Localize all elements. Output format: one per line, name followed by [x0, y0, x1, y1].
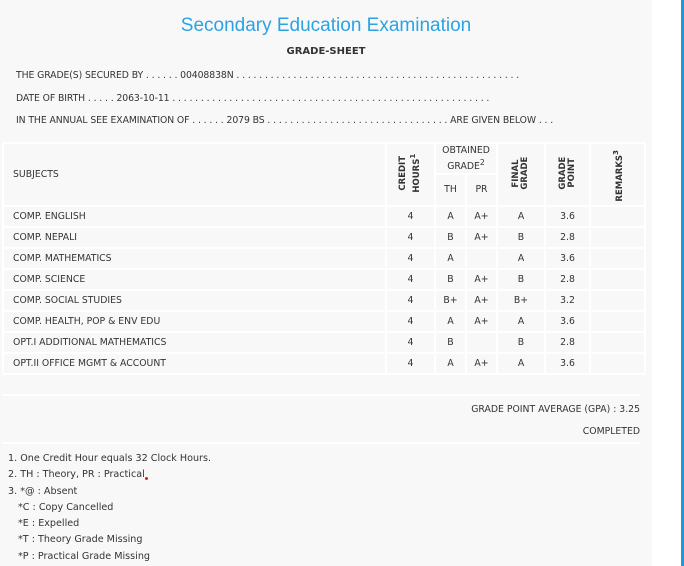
- grade-sheet-heading: GRADE-SHEET: [286, 46, 366, 57]
- cell-final: B: [496, 225, 546, 249]
- header-final-grade: FINAL GRADE: [496, 142, 546, 207]
- header-subjects: SUBJECTS: [2, 142, 387, 207]
- cell-th: A: [434, 246, 467, 270]
- cell-subject: COMP. MATHEMATICS: [2, 246, 387, 270]
- table-row: COMP. SOCIAL STUDIES 4 B+ A+ B+ 3.2: [2, 288, 646, 312]
- table-row: COMP. ENGLISH 4 A A+ A 3.6: [2, 204, 646, 228]
- cell-pr: A+: [465, 225, 498, 249]
- cell-th: B: [434, 330, 467, 354]
- exam-line: IN THE ANNUAL SEE EXAMINATION OF . . . .…: [16, 115, 554, 126]
- cell-credit: 4: [385, 204, 436, 228]
- cell-subject: OPT.I ADDITIONAL MATHEMATICS: [2, 330, 387, 354]
- divider: [2, 442, 640, 444]
- header-credit-hours: CREDIT HOURS1: [385, 142, 436, 207]
- header-th: TH: [434, 173, 467, 207]
- note: 3. *@ : Absent: [8, 485, 78, 497]
- table-row: COMP. HEALTH, POP & ENV EDU 4 A A+ A 3.6: [2, 309, 646, 333]
- cell-gp: 3.2: [544, 288, 591, 312]
- footnotes: 1. One Credit Hour equals 32 Clock Hours…: [8, 451, 211, 565]
- grades-table: SUBJECTS CREDIT HOURS1 OBTAINED GRADE2 F…: [2, 141, 646, 375]
- cell-gp: 2.8: [544, 225, 591, 249]
- cell-remarks: [589, 351, 646, 375]
- cell-final: A: [496, 246, 546, 270]
- cell-subject: COMP. NEPALI: [2, 225, 387, 249]
- note: *P : Practical Grade Missing: [18, 550, 150, 562]
- header-remarks: REMARKS3: [589, 142, 646, 207]
- page-title: Secondary Education Examination: [180, 15, 472, 36]
- cell-pr: [465, 330, 498, 354]
- gpa-value: GRADE POINT AVERAGE (GPA) : 3.25: [471, 404, 640, 415]
- cell-final: A: [496, 204, 546, 228]
- table-row: OPT.II OFFICE MGMT & ACCOUNT 4 A A+ A 3.6: [2, 351, 646, 375]
- cell-gp: 2.8: [544, 267, 591, 291]
- cell-credit: 4: [385, 225, 436, 249]
- table-row: COMP. SCIENCE 4 B A+ B 2.8: [2, 267, 646, 291]
- cell-final: B+: [496, 288, 546, 312]
- cell-gp: 2.8: [544, 330, 591, 354]
- cell-th: A: [434, 309, 467, 333]
- cell-pr: A+: [465, 351, 498, 375]
- note: *T : Theory Grade Missing: [18, 534, 143, 546]
- cell-final: B: [496, 330, 546, 354]
- cell-subject: OPT.II OFFICE MGMT & ACCOUNT: [2, 351, 387, 375]
- cell-credit: 4: [385, 288, 436, 312]
- cell-pr: A+: [465, 204, 498, 228]
- header-pr: PR: [465, 173, 498, 207]
- table-row: COMP. MATHEMATICS 4 A A 3.6: [2, 246, 646, 270]
- cell-gp: 3.6: [544, 246, 591, 270]
- cell-final: A: [496, 351, 546, 375]
- cell-final: A: [496, 309, 546, 333]
- cell-final: B: [496, 267, 546, 291]
- cell-gp: 3.6: [544, 204, 591, 228]
- cell-remarks: [589, 330, 646, 354]
- dob-line: DATE OF BIRTH . . . . . 2063-10-11 . . .…: [16, 93, 490, 104]
- cell-remarks: [589, 267, 646, 291]
- secured-by-line: THE GRADE(S) SECURED BY . . . . . . 0040…: [16, 70, 520, 81]
- cell-gp: 3.6: [544, 351, 591, 375]
- cell-th: A: [434, 351, 467, 375]
- cell-credit: 4: [385, 309, 436, 333]
- cell-remarks: [589, 204, 646, 228]
- cell-gp: 3.6: [544, 309, 591, 333]
- cell-subject: COMP. SOCIAL STUDIES: [2, 288, 387, 312]
- table-row: OPT.I ADDITIONAL MATHEMATICS 4 B B 2.8: [2, 330, 646, 354]
- cell-credit: 4: [385, 330, 436, 354]
- header-obtained-grade: OBTAINED GRADE2: [434, 141, 498, 176]
- cell-remarks: [589, 246, 646, 270]
- scrollbar-edge: [681, 0, 684, 566]
- cell-th: A: [434, 204, 467, 228]
- red-dot-marker: [144, 477, 148, 481]
- cell-pr: [465, 246, 498, 270]
- note: *E : Expelled: [18, 518, 80, 530]
- note: *C : Copy Cancelled: [18, 501, 114, 513]
- cell-th: B: [434, 267, 467, 291]
- cell-credit: 4: [385, 351, 436, 375]
- cell-subject: COMP. HEALTH, POP & ENV EDU: [2, 309, 387, 333]
- cell-pr: A+: [465, 288, 498, 312]
- divider: [2, 394, 640, 396]
- cell-subject: COMP. SCIENCE: [2, 267, 387, 291]
- note: 1. One Credit Hour equals 32 Clock Hours…: [8, 453, 212, 464]
- cell-th: B: [434, 225, 467, 249]
- cell-pr: A+: [465, 309, 498, 333]
- status-completed: COMPLETED: [582, 426, 640, 437]
- cell-credit: 4: [385, 246, 436, 270]
- cell-th: B+: [434, 288, 467, 312]
- cell-remarks: [589, 288, 646, 312]
- table-row: COMP. NEPALI 4 B A+ B 2.8: [2, 225, 646, 249]
- cell-remarks: [589, 309, 646, 333]
- cell-subject: COMP. ENGLISH: [2, 204, 387, 228]
- header-grade-point: GRADE POINT: [544, 142, 591, 207]
- note: 2. TH : Theory, PR : Practical: [8, 467, 211, 483]
- cell-pr: A+: [465, 267, 498, 291]
- cell-remarks: [589, 225, 646, 249]
- cell-credit: 4: [385, 267, 436, 291]
